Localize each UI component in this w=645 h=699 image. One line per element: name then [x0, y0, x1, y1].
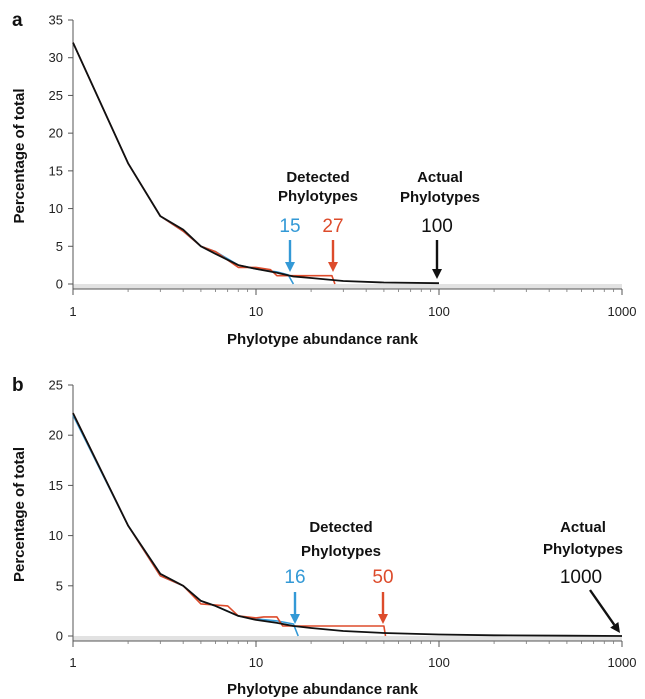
- y-tick-label: 0: [56, 277, 63, 292]
- panel-b: b 0 5 10 15 20 25 1 10 100 1000 Phylotype abundance…: [11, 375, 636, 698]
- panel-letter: b: [12, 375, 24, 396]
- detected-label-line2: Phylotypes: [278, 188, 358, 205]
- marker-arrow-head: [328, 262, 338, 272]
- y-tick-label: 15: [49, 478, 63, 493]
- x-tick-label: 1: [69, 304, 76, 319]
- marker-arrow-shaft: [589, 589, 616, 626]
- zero-band: [73, 636, 622, 641]
- x-tick-label: 10: [249, 655, 263, 670]
- y-tick-label: 5: [56, 578, 63, 593]
- x-tick-label: 1: [69, 655, 76, 670]
- series-line-detected_small: [72, 42, 295, 285]
- panel-a: a 0 5 10 15 20 25 30 35 1 10 100 1000 Phylotype abund…: [11, 10, 636, 348]
- y-tick-label: 20: [49, 428, 63, 443]
- marker-arrow-head: [290, 614, 300, 624]
- actual-label-line1: Actual: [560, 519, 606, 536]
- detected-label-line1: Detected: [309, 519, 372, 536]
- marker-number: 50: [372, 567, 393, 588]
- series-line-actual: [72, 42, 440, 285]
- marker-arrow-head: [378, 614, 388, 624]
- marker-number: 1000: [560, 567, 602, 588]
- y-tick-label: 10: [49, 201, 63, 216]
- x-tick-label: 1000: [608, 655, 637, 670]
- actual-label-line1: Actual: [417, 169, 463, 186]
- marker-arrow-head: [610, 621, 620, 633]
- marker-arrow-head: [432, 269, 442, 279]
- y-tick-label: 25: [49, 378, 63, 393]
- marker-number: 100: [421, 216, 453, 237]
- marker-number: 16: [284, 567, 305, 588]
- y-tick-label: 35: [49, 13, 63, 28]
- actual-label-line2: Phylotypes: [543, 541, 623, 558]
- y-tick-label: 30: [49, 50, 63, 65]
- y-axis-title: Percentage of total: [11, 447, 28, 582]
- x-axis-title: Phylotype abundance rank: [227, 681, 419, 698]
- x-tick-label: 100: [428, 304, 450, 319]
- x-axis-title: Phylotype abundance rank: [227, 331, 419, 348]
- y-tick-label: 10: [49, 528, 63, 543]
- x-tick-label: 10: [249, 304, 263, 319]
- series-line-detected_small: [72, 414, 299, 637]
- zero-band: [73, 284, 622, 289]
- y-axis-title: Percentage of total: [11, 88, 28, 223]
- y-tick-label: 0: [56, 629, 63, 644]
- x-tick-label: 1000: [608, 304, 637, 319]
- y-tick-label: 5: [56, 239, 63, 254]
- marker-number: 27: [322, 216, 343, 237]
- series-line-actual: [72, 412, 623, 637]
- detected-label-line1: Detected: [286, 169, 349, 186]
- actual-label-line2: Phylotypes: [400, 189, 480, 206]
- panel-letter: a: [12, 10, 23, 31]
- y-tick-label: 25: [49, 88, 63, 103]
- marker-arrow-head: [285, 262, 295, 272]
- detected-label-line2: Phylotypes: [301, 543, 381, 560]
- marker-number: 15: [279, 216, 300, 237]
- y-tick-label: 15: [49, 163, 63, 178]
- y-tick-label: 20: [49, 126, 63, 141]
- x-tick-label: 100: [428, 655, 450, 670]
